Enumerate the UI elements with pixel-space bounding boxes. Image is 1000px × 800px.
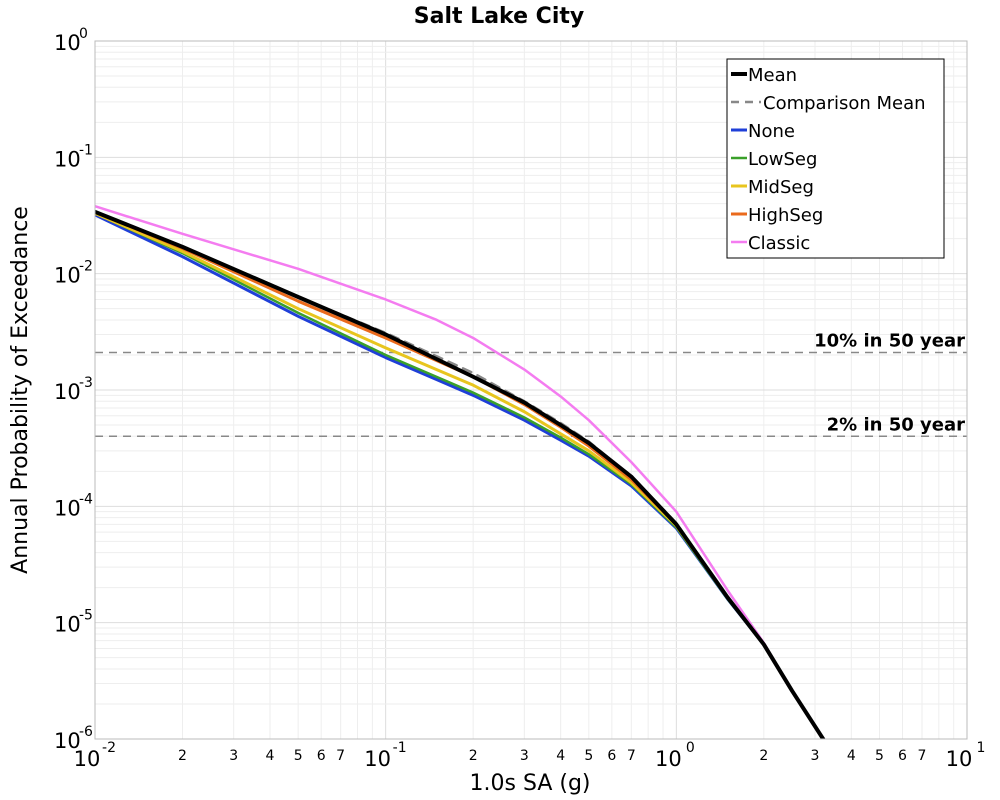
y-tick-label: 10: [54, 380, 81, 404]
legend-box: [726, 58, 945, 259]
x-minor-tick-label: 2: [759, 748, 768, 764]
legend-label-none: None: [748, 121, 795, 142]
y-tick-exponent: -4: [79, 491, 93, 507]
reference-line-label: 2% in 50 year: [827, 414, 965, 435]
y-tick-label: 10: [54, 613, 81, 637]
series-line-classic: [95, 204, 825, 739]
y-tick-exponent: -5: [79, 608, 93, 624]
legend-label-lowseg: LowSeg: [748, 149, 817, 170]
series-line-comparison-mean: [95, 210, 825, 739]
x-minor-tick-label: 7: [627, 748, 636, 764]
reference-lines: 10% in 50 year 2% in 50 year: [95, 331, 967, 438]
series-line-lowseg: [95, 212, 825, 739]
y-tick-label: 10: [54, 729, 81, 753]
x-minor-tick-label: 4: [266, 748, 275, 764]
x-minor-tick-label: 6: [317, 748, 326, 764]
y-tick-label: 10: [54, 496, 81, 520]
x-minor-tick-label: 5: [294, 748, 303, 764]
x-minor-tick-label: 6: [607, 748, 616, 764]
legend-label-classic: Classic: [748, 233, 810, 254]
legend-label-midseg: MidSeg: [748, 177, 814, 198]
series-line-highseg: [95, 210, 825, 739]
x-minor-tick-label: 2: [178, 748, 187, 764]
y-tick-exponent: -6: [79, 724, 93, 740]
x-tick-label: 10: [74, 747, 101, 771]
x-minor-tick-label: 5: [584, 748, 593, 764]
y-tick-exponent: 0: [79, 26, 88, 42]
x-minor-tick-label: 4: [556, 748, 565, 764]
x-minor-tick-label: 7: [336, 748, 345, 764]
plot-frame: [94, 40, 968, 740]
series-line-mean: [95, 209, 826, 739]
x-tick-exponent: 1: [977, 740, 986, 756]
chart-title: Salt Lake City: [414, 4, 584, 29]
x-minor-tick-label: 3: [811, 748, 820, 764]
y-tick-exponent: -1: [79, 142, 93, 158]
grid: [94, 41, 967, 740]
legend: Mean Comparison Mean None LowSeg MidSeg HighS…: [726, 58, 945, 259]
x-tick-exponent: 0: [686, 740, 695, 756]
x-axis-label: 1.0s SA (g): [470, 771, 591, 796]
x-minor-tick-label: 2: [469, 748, 478, 764]
x-minor-tick-label: 7: [918, 748, 927, 764]
legend-label-mean: Mean: [748, 65, 797, 86]
reference-line-label: 10% in 50 year: [814, 331, 965, 352]
y-tick-label: 10: [54, 264, 81, 288]
y-axis-label: Annual Probability of Exceedance: [8, 206, 33, 574]
y-tick-exponent: -3: [79, 375, 93, 391]
x-minor-tick-label: 3: [520, 748, 529, 764]
legend-label-highseg: HighSeg: [748, 205, 823, 226]
y-tick-label: 10: [54, 31, 81, 55]
x-tick-label: 10: [946, 747, 973, 771]
series-line-none: [95, 213, 825, 739]
x-minor-tick-label: 5: [875, 748, 884, 764]
x-minor-tick-label: 3: [229, 748, 238, 764]
x-minor-tick-label: 6: [898, 748, 907, 764]
y-tick-exponent: -2: [79, 259, 93, 275]
legend-label-comparison-mean: Comparison Mean: [763, 93, 926, 114]
x-tick-label: 10: [364, 747, 391, 771]
x-minor-tick-label: 4: [847, 748, 856, 764]
x-tick-exponent: -2: [102, 740, 116, 756]
series-line-midseg: [95, 211, 825, 739]
x-tick-exponent: -1: [393, 740, 407, 756]
x-tick-label: 10: [655, 747, 682, 771]
x-axis-ticks: 10 -2 10 -1 10 0 10 12 3 4 5 6 7 2 3 4 5 6 7 2 3 4 5 6 7: [74, 740, 986, 771]
series-lines: [95, 204, 826, 739]
y-tick-label: 10: [54, 147, 81, 171]
